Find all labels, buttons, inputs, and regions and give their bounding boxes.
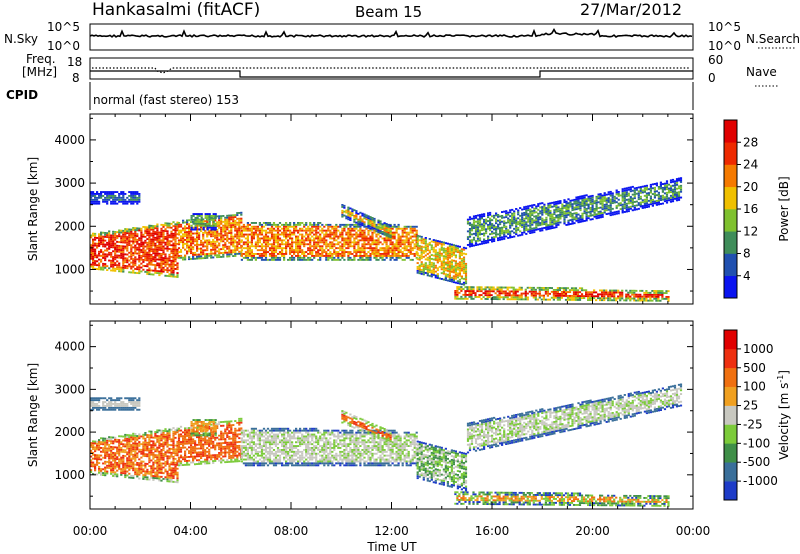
freq-trace xyxy=(90,70,693,78)
nsky-panel: N.Sky 10^5 10^0 10^5 10^0 N.Search xyxy=(4,20,800,53)
vel-echo-cells xyxy=(90,383,683,507)
power-colorbar-tick: 20 xyxy=(743,180,758,194)
vel-ytick-label: 2000 xyxy=(54,425,85,439)
nsearch-tick-low: 10^0 xyxy=(708,39,741,53)
freq-tick-high: 18 xyxy=(67,55,82,69)
vel-colorbar-label: Velocity [m s-1] xyxy=(776,370,791,460)
nsky-tick-low: 10^0 xyxy=(47,39,80,53)
nave-label: Nave xyxy=(746,65,777,79)
vel-colorbar-tick: 500 xyxy=(743,361,766,375)
xtick-label: 12:00 xyxy=(374,524,409,538)
freq-label-2: [MHz] xyxy=(22,65,57,79)
vel-colorbar-tick: 100 xyxy=(743,380,766,394)
vel-ytick-label: 4000 xyxy=(54,340,85,354)
power-colorbar-tick: 4 xyxy=(743,269,751,283)
power-colorbar-tick: 28 xyxy=(743,135,758,149)
xtick-label: 08:00 xyxy=(274,524,309,538)
nave-tick-high: 60 xyxy=(708,53,723,67)
vel-colorbar-tick: -500 xyxy=(743,455,770,469)
nave-trace xyxy=(92,67,689,74)
power-echo-cells xyxy=(90,177,683,302)
xtick-label: 16:00 xyxy=(475,524,510,538)
power-ylabel: Slant Range [km] xyxy=(26,157,40,261)
power-colorbar-label: Power [dB] xyxy=(777,176,791,241)
nsky-label: N.Sky xyxy=(4,32,38,46)
freq-tick-low: 8 xyxy=(72,71,80,85)
power-ytick-label: 2000 xyxy=(54,219,85,233)
nsearch-tick-high: 10^5 xyxy=(708,20,741,34)
vel-colorbar-tick: -25 xyxy=(743,417,763,431)
vel-colorbar-tick: 25 xyxy=(743,399,758,413)
xtick-label: 00:00 xyxy=(676,524,711,538)
vel-ytick-label: 1000 xyxy=(54,468,85,482)
power-colorbar: 4 8 12 16 20 24 28 Power [dB] xyxy=(723,119,791,299)
nsearch-label: N.Search xyxy=(746,32,800,46)
cpid-value: normal (fast stereo) 153 xyxy=(93,93,239,107)
station-title: Hankasalmi (fitACF) xyxy=(92,0,260,20)
vel-colorbar-tick: -100 xyxy=(743,436,770,450)
xtick-label: 20:00 xyxy=(575,524,610,538)
freq-panel: Freq. [MHz] 18 8 60 0 Nave xyxy=(22,52,778,87)
xtick-label: 04:00 xyxy=(173,524,208,538)
power-colorbar-tick: 16 xyxy=(743,202,758,216)
beam-title: Beam 15 xyxy=(355,3,422,21)
vel-colorbar-tick: 1000 xyxy=(743,342,774,356)
time-axis: 00:00 04:00 08:00 12:00 16:00 20:00 00:00 xyxy=(73,524,711,538)
date-title: 27/Mar/2012 xyxy=(580,0,682,19)
vel-ylabel: Slant Range [km] xyxy=(26,363,40,467)
nsky-tick-high: 10^5 xyxy=(47,20,80,34)
xaxis-label: Time UT xyxy=(366,540,417,554)
vel-ytick-label: 3000 xyxy=(54,382,85,396)
vel-colorbar-tick: -1000 xyxy=(743,474,778,488)
power-ytick-label: 1000 xyxy=(54,262,85,276)
power-colorbar-tick: 24 xyxy=(743,158,758,172)
cpid-panel: CPID normal (fast stereo) 153 xyxy=(6,82,694,110)
freq-label-1: Freq. xyxy=(26,52,56,66)
power-ytick-label: 4000 xyxy=(54,133,85,147)
nave-tick-low: 0 xyxy=(708,71,716,85)
vel-colorbar: 1000 500 100 25 -25 -100 -500 -1000 Velocity [m … xyxy=(723,329,791,501)
power-colorbar-tick: 8 xyxy=(743,247,751,261)
cpid-label: CPID xyxy=(6,88,38,102)
nsky-trace xyxy=(89,28,693,38)
power-ytick-label: 3000 xyxy=(54,176,85,190)
power-panel: 1000 2000 3000 4000 Slant Range [km] 4 8 12 16 20… xyxy=(26,113,791,305)
xtick-label: 00:00 xyxy=(73,524,108,538)
power-colorbar-tick: 12 xyxy=(743,224,758,238)
